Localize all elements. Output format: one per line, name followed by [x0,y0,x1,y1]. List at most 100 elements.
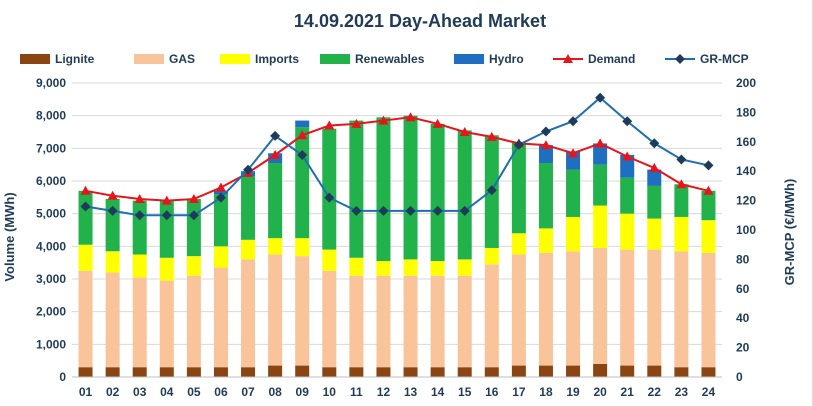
bar-lignite-18 [538,365,553,377]
mcp-point-05 [188,210,199,221]
mcp-point-04 [161,210,172,221]
bar-lignite-02 [105,367,120,377]
x-tick-label: 12 [377,385,391,399]
y-tick-label: 8,000 [36,109,66,123]
legend-marker [563,54,573,63]
bar-imports-12 [376,261,391,276]
x-tick-label: 24 [702,385,716,399]
bar-imports-11 [349,257,364,276]
bar-hydro-21 [620,154,635,178]
legend-label: Imports [255,52,299,66]
y2-tick-label: 60 [736,282,750,296]
bar-renewables-04 [159,200,174,258]
bar-gas-17 [511,254,526,366]
legend-label: Lignite [55,52,95,66]
bar-renewables-01 [78,190,93,245]
bar-gas-12 [376,275,391,368]
x-tick-label: 15 [458,385,472,399]
bar-imports-10 [322,249,337,271]
bar-gas-05 [186,275,201,368]
bar-imports-20 [593,205,608,248]
bar-lignite-11 [349,367,364,377]
mcp-point-13 [405,205,416,216]
x-tick-label: 13 [404,385,418,399]
bar-lignite-17 [511,365,526,377]
bar-imports-09 [295,238,310,257]
legend-item-gas: GAS [134,52,195,66]
bar-renewables-09 [295,127,310,239]
x-tick-label: 03 [133,385,147,399]
bar-renewables-08 [268,163,283,239]
y-tick-label: 2,000 [36,305,66,319]
legend-label: Demand [588,52,635,66]
y-tick-label: 5,000 [36,207,66,221]
bar-lignite-12 [376,367,391,377]
bar-renewables-07 [241,176,256,240]
chart-title: 14.09.2021 Day-Ahead Market [294,11,546,31]
legend-swatch [454,54,484,64]
legend: Lignite GAS Imports Renewables Hydro Demand GR… [20,52,749,66]
legend-swatch [20,54,50,64]
bar-renewables-14 [430,123,445,262]
mcp-point-02 [107,205,118,216]
demand-point-12 [378,115,389,125]
bar-gas-13 [403,275,418,368]
x-tick-label: 02 [106,385,120,399]
bar-lignite-09 [295,365,310,377]
demand-point-20 [595,138,606,148]
demand-point-11 [351,118,362,128]
x-tick-label: 11 [350,385,363,399]
legend-item-renewables: Renewables [320,52,425,66]
bar-imports-17 [511,233,526,255]
legend-item-imports: Imports [220,52,299,66]
bar-hydro-09 [295,120,310,128]
x-tick-label: 21 [621,385,635,399]
demand-point-22 [649,162,660,172]
demand-point-01 [80,185,91,195]
x-axis: 01 02 03 04 05 06 07 08 09 10 11 12 13 14 15 16 17 18 19 20… [72,376,722,399]
bar-imports-22 [647,218,662,250]
demand-point-09 [297,130,308,140]
demand-point-13 [405,112,416,122]
legend-item-lignite: Lignite [20,52,95,66]
mcp-point-12 [378,205,389,216]
bar-gas-16 [484,264,499,368]
mcp-point-24 [703,160,714,171]
bar-renewables-22 [647,185,662,219]
legend-swatch [220,54,250,64]
bar-lignite-06 [213,367,228,377]
bar-imports-19 [566,216,581,252]
x-tick-label: 18 [539,385,553,399]
bar-gas-15 [457,275,472,368]
bar-gas-04 [159,280,174,368]
bar-gas-08 [268,254,283,366]
bar-lignite-24 [701,367,716,377]
bar-gas-02 [105,272,120,368]
bar-imports-13 [403,259,418,276]
y2-tick-label: 80 [736,252,750,266]
demand-point-02 [107,190,118,200]
bar-lignite-05 [186,367,201,377]
mcp-point-03 [134,210,145,221]
legend-label: Renewables [355,52,425,66]
bar-renewables-13 [403,115,418,260]
legend-label: GAS [169,52,195,66]
bar-gas-06 [213,267,228,368]
bar-renewables-18 [538,163,553,229]
y2-tick-label: 160 [736,135,756,149]
bar-hydro-22 [647,169,662,186]
bar-hydro-20 [593,143,608,165]
y-axis-title: Volume (MWh) [2,192,17,281]
demand-point-18 [540,140,551,150]
demand-point-19 [568,148,579,158]
mcp-point-21 [622,116,633,127]
demand-point-08 [270,149,281,159]
bar-gas-18 [538,252,553,366]
bar-imports-16 [484,247,499,265]
bar-renewables-06 [213,194,228,247]
y2-axis-title: GR-MCP (€/MWh) [782,179,797,286]
y-tick-label: 3,000 [36,272,66,286]
demand-point-24 [703,185,714,195]
x-tick-label: 04 [160,385,174,399]
bar-lignite-07 [241,367,256,377]
